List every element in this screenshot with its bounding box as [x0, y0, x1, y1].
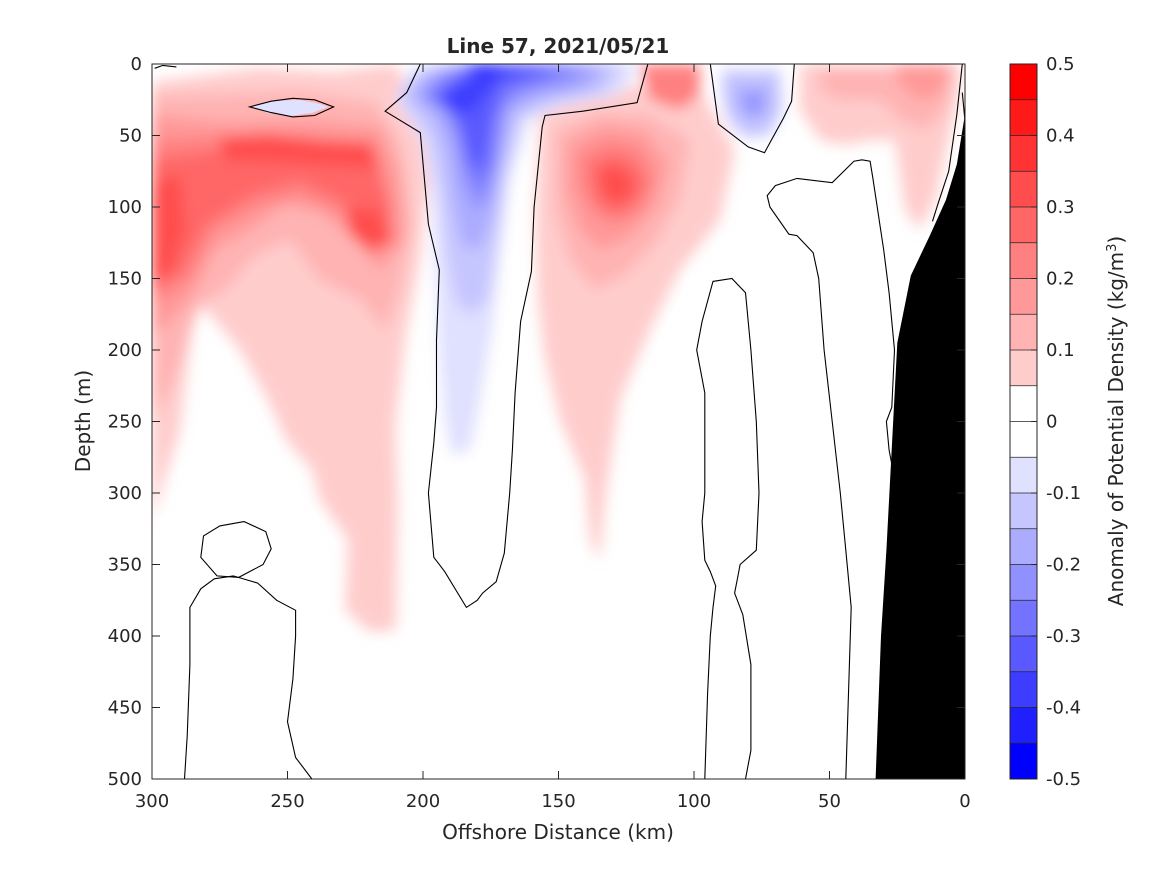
zero-contour-line	[931, 64, 963, 222]
colorbar-tick-label: 0.1	[1046, 340, 1075, 361]
x-tick-label: 50	[818, 791, 841, 812]
colorbar-band	[1010, 99, 1037, 136]
y-tick-label: 450	[108, 698, 142, 719]
colorbar-ticks: 0.5 0.4 0.3 0.2 0.1 0 -0.1 -0.2 -0.3 -0.4 -0.5	[1031, 54, 1081, 790]
colorbar-tick-label: 0.3	[1046, 197, 1075, 218]
positive-anomaly-region	[895, 64, 950, 100]
colorbar-band	[1010, 207, 1037, 243]
y-tick-label: 500	[108, 769, 142, 790]
colorbar-band	[1010, 64, 1037, 100]
positive-anomaly-region	[345, 208, 392, 250]
colorbar-band	[1010, 671, 1037, 708]
zero-anomaly-contours	[154, 64, 965, 779]
colorbar-band	[1010, 314, 1037, 350]
colorbar-band	[1010, 528, 1037, 565]
positive-anomaly-region	[220, 134, 378, 168]
colorbar-band	[1010, 743, 1037, 779]
y-axis-ticks: 0 50 100 150 200 250 300 350 400 450 500	[108, 54, 965, 790]
colorbar-label-superscript: 3	[1105, 244, 1120, 252]
y-axis-title: Depth (m)	[71, 370, 95, 472]
axes: 300 250 200 150 100 50 0 050100150200250300350…	[108, 54, 971, 812]
colorbar-band	[1010, 385, 1037, 422]
colorbar-band	[1010, 350, 1037, 386]
zero-contour-line	[696, 277, 760, 779]
x-tick-label: 200	[406, 791, 440, 812]
colorbar-band	[1010, 493, 1037, 529]
colorbar-label: Anomaly of Potential Density (kg/m3)	[1104, 236, 1128, 606]
x-tick-label: 300	[135, 791, 169, 812]
positive-anomaly-region	[600, 166, 632, 203]
x-axis-ticks: 300 250 200 150 100 50 0	[135, 64, 971, 812]
zero-contour-line	[766, 159, 898, 779]
colorbar-band	[1010, 457, 1037, 493]
x-tick-label: 0	[959, 791, 970, 812]
negative-anomaly-region	[745, 95, 762, 113]
zero-contour-line	[709, 64, 795, 154]
colorbar-band	[1010, 707, 1037, 744]
colorbar-bands	[1010, 64, 1037, 779]
y-tick-label: 400	[108, 626, 142, 647]
x-tick-label: 250	[270, 791, 304, 812]
negative-anomaly-region	[440, 66, 520, 112]
colorbar-label-end: )	[1104, 236, 1128, 244]
colorbar-band	[1010, 564, 1037, 601]
colorbar-tick-label: 0.2	[1046, 269, 1075, 290]
zero-contour-line	[247, 97, 336, 118]
colorbar-band	[1010, 636, 1037, 672]
colorbar-tick-label: -0.4	[1046, 698, 1081, 719]
colorbar-tick-label: -0.1	[1046, 483, 1081, 504]
zero-contour-line	[200, 521, 272, 578]
colorbar-tick-label: -0.2	[1046, 555, 1081, 576]
colorbar-tick-label: -0.3	[1046, 626, 1081, 647]
y-tick-label: 250	[108, 412, 142, 433]
positive-anomaly-region	[152, 150, 390, 280]
colorbar-band	[1010, 421, 1037, 458]
seafloor-bathymetry	[875, 114, 965, 779]
y-tick-label: 350	[108, 555, 142, 576]
x-tick-label: 100	[677, 791, 711, 812]
x-axis-title: Offshore Distance (km)	[442, 820, 674, 844]
zero-contour-line	[154, 64, 177, 69]
y-tick-label: 0	[131, 54, 142, 75]
zero-contour-line	[384, 64, 649, 609]
colorbar-label-main: Anomaly of Potential Density (kg/m	[1104, 252, 1128, 606]
colorbar-tick-label: -0.5	[1046, 769, 1081, 790]
colorbar-band	[1010, 600, 1037, 636]
positive-anomaly-region	[152, 175, 185, 285]
colorbar-band	[1010, 135, 1037, 172]
y-tick-label: 50	[119, 126, 142, 147]
x-tick-label: 150	[541, 791, 575, 812]
density-anomaly-field	[152, 64, 960, 632]
colorbar-band	[1010, 171, 1037, 207]
negative-anomaly-region	[465, 64, 505, 72]
chart-title: Line 57, 2021/05/21	[447, 34, 670, 58]
positive-anomaly-region	[640, 64, 700, 110]
colorbar-tick-label: 0.5	[1046, 54, 1075, 75]
y-tick-label: 300	[108, 483, 142, 504]
y-tick-label: 200	[108, 340, 142, 361]
colorbar-tick-label: 0.4	[1046, 126, 1075, 147]
y-tick-label: 100	[108, 197, 142, 218]
colorbar-band	[1010, 242, 1037, 279]
colorbar-band	[1010, 278, 1037, 315]
zero-contour-line	[183, 575, 313, 779]
colorbar: 0.5 0.4 0.3 0.2 0.1 0 -0.1 -0.2 -0.3 -0.4 -0.5 Ano…	[1009, 54, 1128, 790]
y-tick-label: 150	[108, 269, 142, 290]
colorbar-tick-label: 0	[1046, 412, 1057, 433]
